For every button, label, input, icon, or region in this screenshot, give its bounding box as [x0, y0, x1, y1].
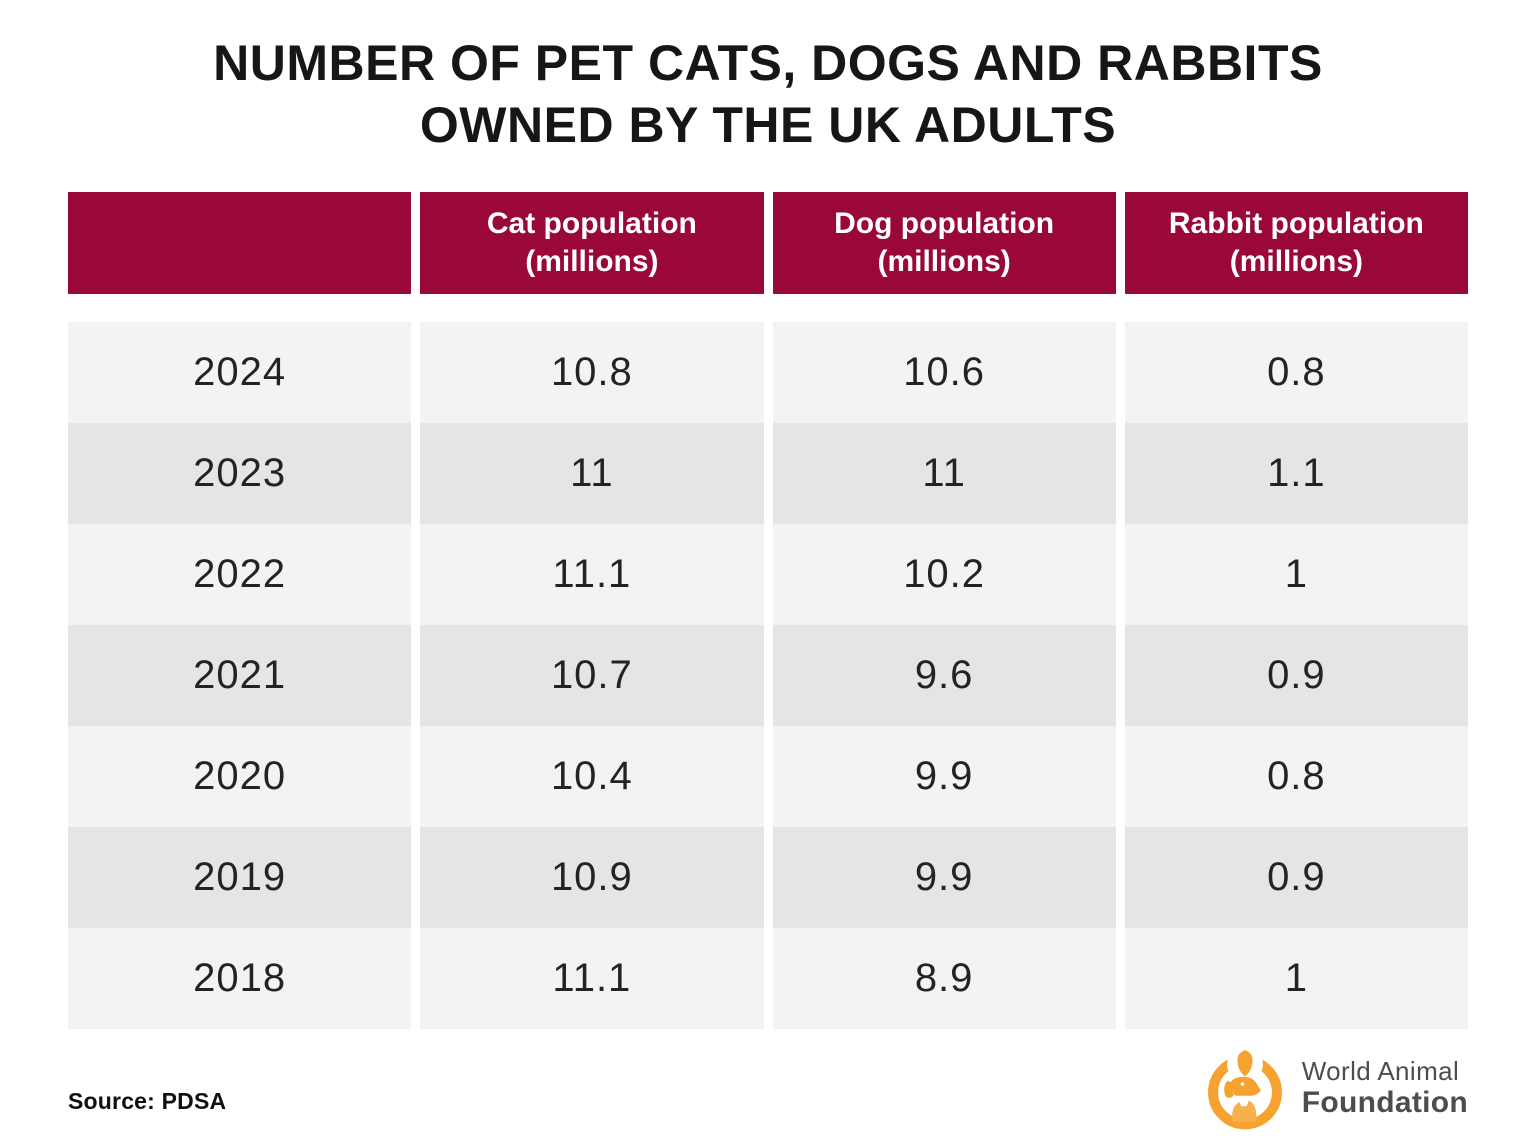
- rabbit-value-cell: 0.8: [1124, 726, 1468, 827]
- header-cell-rabbit: Rabbit population (millions): [1124, 192, 1468, 294]
- table-row-2020: 2020 10.4 9.9 0.8: [68, 726, 1468, 827]
- year-cell: 2023: [68, 423, 412, 524]
- table-header-row: Cat population (millions) Dog population…: [68, 192, 1468, 294]
- world-animal-foundation-logo: World Animal Foundation: [1203, 1047, 1468, 1131]
- logo-text-line1: World Animal: [1301, 1056, 1460, 1087]
- cat-value-cell: 11.1: [420, 928, 764, 1029]
- year-cell: 2020: [68, 726, 412, 827]
- table-row-2021: 2021 10.7 9.6 0.9: [68, 625, 1468, 726]
- rabbit-value-cell: 0.9: [1124, 625, 1468, 726]
- rabbit-value-cell: 1: [1124, 524, 1468, 625]
- table-row-2024: 2024 10.8 10.6 0.8: [68, 322, 1468, 423]
- year-cell: 2021: [68, 625, 412, 726]
- dog-value-cell: 9.6: [772, 625, 1116, 726]
- page-title: NUMBER OF PET CATS, DOGS AND RABBITS OWN…: [0, 32, 1536, 156]
- header-cell-year: [68, 192, 412, 294]
- logo-text-line2: Foundation: [1301, 1086, 1468, 1120]
- header-cell-cat: Cat population (millions): [420, 192, 764, 294]
- page-title-line2: OWNED BY THE UK ADULTS: [419, 97, 1117, 153]
- dog-value-cell: 9.9: [772, 827, 1116, 928]
- cat-value-cell: 11: [420, 423, 764, 524]
- rabbit-value-cell: 0.8: [1124, 322, 1468, 423]
- pet-population-table: Cat population (millions) Dog population…: [68, 192, 1468, 1029]
- table-row-2022: 2022 11.1 10.2 1: [68, 524, 1468, 625]
- rabbit-value-cell: 1: [1124, 928, 1468, 1029]
- year-cell: 2022: [68, 524, 412, 625]
- table-body: 2024 10.8 10.6 0.8 2023 11 11 1.1 2022 1…: [68, 322, 1468, 1029]
- year-cell: 2019: [68, 827, 412, 928]
- table-row-2023: 2023 11 11 1.1: [68, 423, 1468, 524]
- rabbit-value-cell: 0.9: [1124, 827, 1468, 928]
- dog-value-cell: 11: [772, 423, 1116, 524]
- dog-value-cell: 9.9: [772, 726, 1116, 827]
- logo-text: World Animal Foundation: [1302, 1057, 1468, 1120]
- cat-value-cell: 10.4: [420, 726, 764, 827]
- world-animal-foundation-mark-icon: [1207, 1047, 1282, 1130]
- cat-value-cell: 10.8: [420, 322, 764, 423]
- table-row-2018: 2018 11.1 8.9 1: [68, 928, 1468, 1029]
- table-row-2019: 2019 10.9 9.9 0.9: [68, 827, 1468, 928]
- dog-value-cell: 8.9: [772, 928, 1116, 1029]
- year-cell: 2024: [68, 322, 412, 423]
- dog-value-cell: 10.6: [772, 322, 1116, 423]
- cat-value-cell: 10.9: [420, 827, 764, 928]
- dog-value-cell: 10.2: [772, 524, 1116, 625]
- cat-value-cell: 10.7: [420, 625, 764, 726]
- rabbit-value-cell: 1.1: [1124, 423, 1468, 524]
- footer: Source: PDSA World Animal Foun: [68, 1047, 1468, 1131]
- cat-value-cell: 11.1: [420, 524, 764, 625]
- header-cell-dog: Dog population (millions): [772, 192, 1116, 294]
- page-title-line1: NUMBER OF PET CATS, DOGS AND RABBITS: [213, 35, 1323, 91]
- year-cell: 2018: [68, 928, 412, 1029]
- source-note: Source: PDSA: [68, 1088, 227, 1114]
